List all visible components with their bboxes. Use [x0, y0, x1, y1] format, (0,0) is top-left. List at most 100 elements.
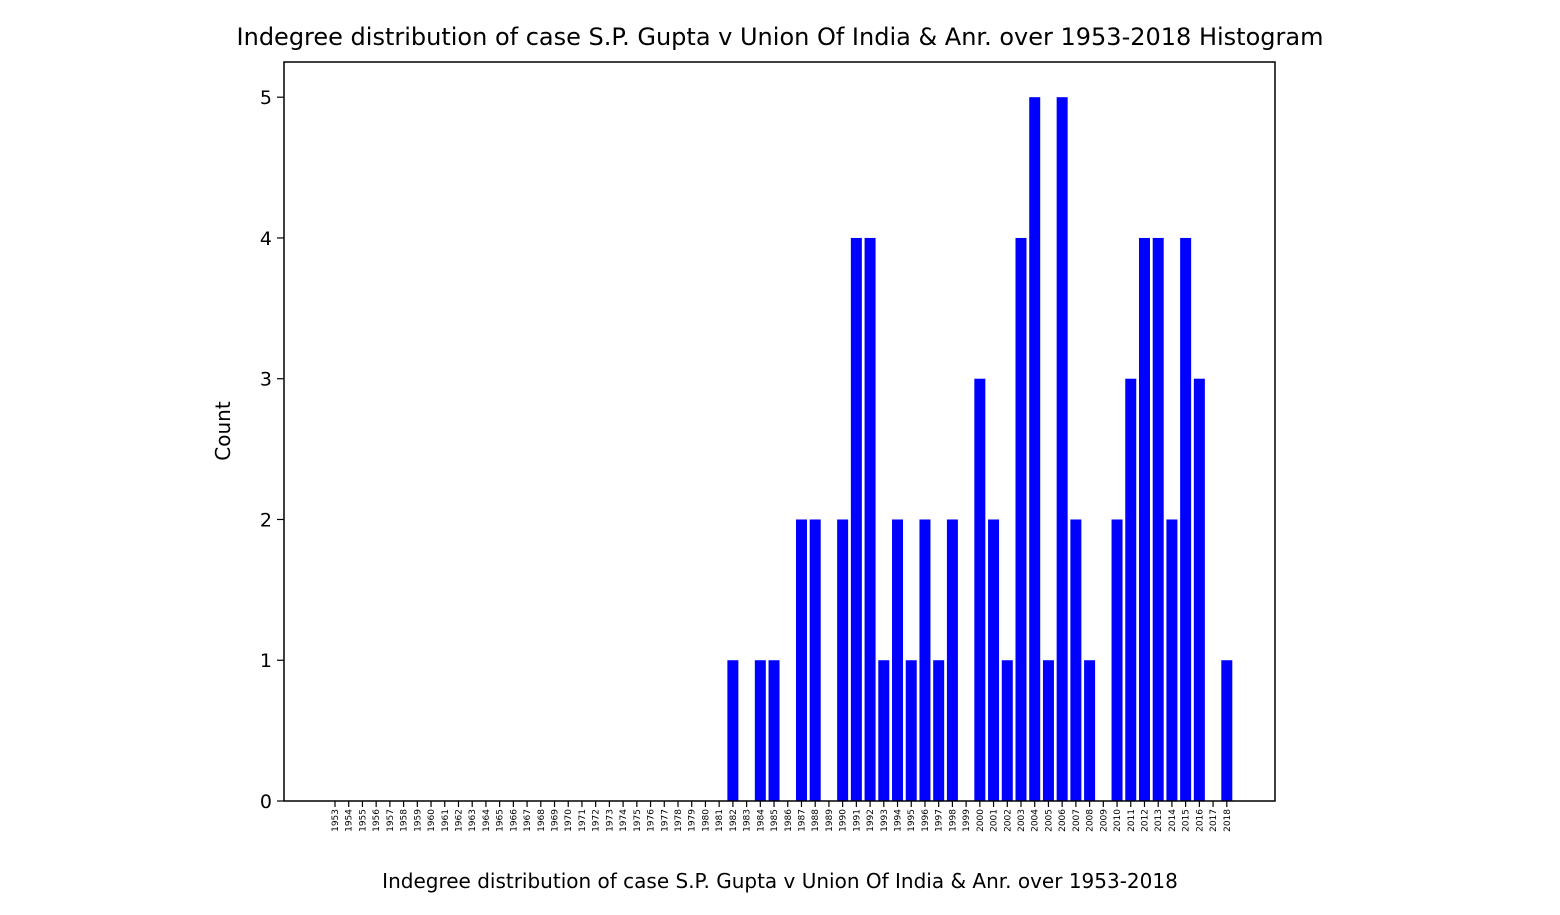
x-tick-label: 2005 [1044, 809, 1054, 832]
bar-1984 [754, 660, 766, 801]
x-tick-label: 2013 [1154, 809, 1164, 832]
y-tick-label: 4 [260, 228, 272, 250]
x-tick-label: 1980 [701, 809, 711, 832]
x-tick-label: 1968 [537, 809, 547, 832]
x-tick-label: 2002 [1003, 809, 1013, 832]
bar-2000 [974, 378, 986, 801]
x-tick-label: 1981 [715, 809, 725, 832]
plot-frame [283, 61, 1276, 802]
x-tick-label: 2001 [990, 809, 1000, 832]
bar-1998 [946, 519, 958, 801]
x-tick-label: 1977 [660, 809, 670, 832]
x-tick-label: 1972 [592, 809, 602, 832]
x-tick-label: 1976 [647, 809, 657, 832]
x-tick-label: 1973 [605, 809, 615, 832]
bar-1988 [809, 519, 821, 801]
x-tick-label: 1961 [441, 809, 451, 832]
x-tick-label: 2017 [1209, 809, 1219, 832]
y-tick-label: 3 [260, 369, 272, 391]
bar-1992 [864, 237, 876, 801]
bar-2002 [1001, 660, 1013, 801]
x-tick-label: 1996 [921, 809, 931, 832]
x-tick-label: 1989 [825, 809, 835, 832]
bar-2018 [1221, 660, 1233, 801]
x-tick-label: 2011 [1127, 809, 1137, 832]
bar-2014 [1166, 519, 1178, 801]
x-tick-label: 2009 [1099, 809, 1109, 832]
y-tick-label: 5 [260, 87, 272, 109]
x-tick-label: 1969 [551, 809, 561, 832]
x-tick-label: 1986 [784, 809, 794, 832]
bar-2005 [1042, 660, 1054, 801]
x-tick-label: 1974 [619, 809, 629, 832]
bar-2007 [1070, 519, 1082, 801]
bar-1997 [933, 660, 945, 801]
bar-1991 [850, 237, 862, 801]
x-tick-label: 1982 [729, 809, 739, 832]
x-tick-label: 1953 [331, 809, 341, 832]
bar-2011 [1125, 378, 1137, 801]
bar-2001 [988, 519, 1000, 801]
x-tick-label: 1983 [743, 809, 753, 832]
x-tick-label: 1990 [839, 809, 849, 832]
x-tick-label: 1956 [372, 809, 382, 832]
x-tick-label: 2016 [1195, 809, 1205, 832]
x-tick-label: 1966 [509, 809, 519, 832]
x-axis-label: Indegree distribution of case S.P. Gupta… [382, 869, 1178, 893]
y-tick-label: 1 [260, 650, 272, 672]
x-tick-label: 1965 [496, 809, 506, 832]
bars-group [727, 97, 1233, 801]
x-tick-label: 2003 [1017, 809, 1027, 832]
x-tick-label: 2014 [1168, 809, 1178, 832]
x-tick-label: 1964 [482, 809, 492, 832]
x-tick-label: 1979 [688, 809, 698, 832]
x-tick-label: 2008 [1086, 809, 1096, 832]
x-tick-label: 2015 [1182, 809, 1192, 832]
x-tick-label: 2018 [1223, 809, 1233, 832]
bar-2006 [1056, 97, 1068, 801]
x-tick-label: 2007 [1072, 809, 1082, 832]
y-axis-ticks: 0 1 2 3 4 5 [260, 87, 284, 813]
x-tick-label: 1958 [400, 809, 410, 832]
x-tick-label: 1988 [811, 809, 821, 832]
bar-2010 [1111, 519, 1123, 801]
x-tick-label: 1992 [866, 809, 876, 832]
x-tick-label: 1997 [935, 809, 945, 832]
x-tick-label: 2004 [1031, 809, 1041, 832]
x-tick-label: 1957 [386, 809, 396, 832]
bar-1990 [837, 519, 849, 801]
bar-1994 [892, 519, 904, 801]
x-tick-label: 1991 [852, 809, 862, 832]
x-tick-label: 1967 [523, 809, 533, 832]
chart-title: Indegree distribution of case S.P. Gupta… [237, 23, 1324, 51]
x-tick-label: 1971 [578, 809, 588, 832]
bar-2008 [1084, 660, 1096, 801]
y-tick-label: 0 [260, 791, 272, 813]
x-tick-label: 2000 [976, 809, 986, 832]
x-tick-label: 1962 [454, 809, 464, 832]
x-tick-label: 1978 [674, 809, 684, 832]
x-tick-label: 1995 [907, 809, 917, 832]
x-tick-label: 1959 [413, 809, 423, 832]
bar-2004 [1029, 97, 1041, 801]
x-tick-label: 2012 [1140, 809, 1150, 832]
x-tick-label: 1975 [633, 809, 643, 832]
bar-2015 [1180, 237, 1192, 801]
x-tick-label: 1963 [468, 809, 478, 832]
x-tick-label: 1987 [797, 809, 807, 832]
bar-1982 [727, 660, 739, 801]
x-tick-label: 1993 [880, 809, 890, 832]
x-tick-label: 1954 [345, 809, 355, 832]
x-tick-label: 1985 [770, 809, 780, 832]
x-tick-label: 1994 [894, 809, 904, 832]
y-tick-label: 2 [260, 509, 272, 531]
x-tick-label: 2010 [1113, 809, 1123, 832]
x-tick-label: 1984 [756, 809, 766, 832]
bar-1993 [878, 660, 890, 801]
bar-1985 [768, 660, 780, 801]
x-tick-label: 1960 [427, 809, 437, 832]
bar-2016 [1193, 378, 1205, 801]
bar-2003 [1015, 237, 1027, 801]
bar-1995 [905, 660, 917, 801]
